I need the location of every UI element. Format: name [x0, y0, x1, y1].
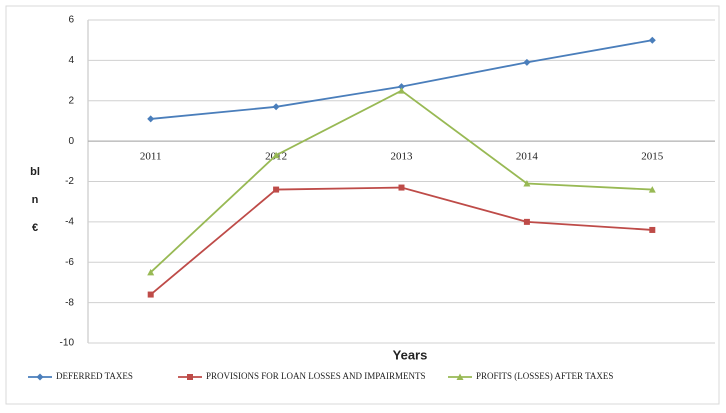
- y-tick-label: -4: [65, 217, 74, 228]
- marker: [272, 151, 280, 159]
- y-tick-label: -8: [65, 297, 74, 308]
- x-tick-label: 2013: [391, 151, 414, 163]
- marker: [523, 218, 530, 225]
- y-axis-label: bln €: [30, 166, 40, 234]
- series-line: [150, 39, 653, 120]
- marker: [187, 374, 193, 380]
- marker: [273, 186, 280, 193]
- chart-border: [5, 5, 720, 405]
- x-tick-label: 2011: [140, 151, 162, 163]
- x-tick-label: 2014: [516, 151, 539, 163]
- marker: [398, 83, 405, 91]
- marker: [648, 186, 656, 193]
- marker: [648, 36, 656, 44]
- y-tick-label: 4: [68, 55, 74, 66]
- marker: [398, 184, 405, 191]
- x-axis-label: Years: [393, 347, 428, 362]
- marker: [649, 226, 656, 233]
- y-tick-label: -10: [60, 338, 75, 349]
- legend-label: PROFITS (LOSSES) AFTER TAXES: [476, 371, 613, 381]
- marker: [523, 180, 531, 187]
- y-tick-label: -6: [65, 257, 74, 268]
- legend-label: PROVISIONS FOR LOAN LOSSES AND IMPAIRMEN…: [206, 371, 425, 381]
- marker: [147, 291, 154, 298]
- marker: [147, 115, 155, 123]
- marker: [456, 373, 464, 380]
- marker: [36, 373, 44, 381]
- y-tick-label: 6: [68, 15, 74, 26]
- x-tick-label: 2015: [641, 151, 664, 163]
- marker: [398, 87, 405, 94]
- y-tick-label: -2: [65, 176, 74, 187]
- marker: [523, 58, 531, 66]
- y-tick-label: 0: [68, 136, 74, 147]
- y-tick-label: 2: [68, 95, 74, 106]
- legend-label: DEFERRED TAXES: [56, 371, 133, 381]
- series-line: [150, 186, 653, 296]
- marker: [272, 103, 280, 111]
- marker: [147, 268, 155, 276]
